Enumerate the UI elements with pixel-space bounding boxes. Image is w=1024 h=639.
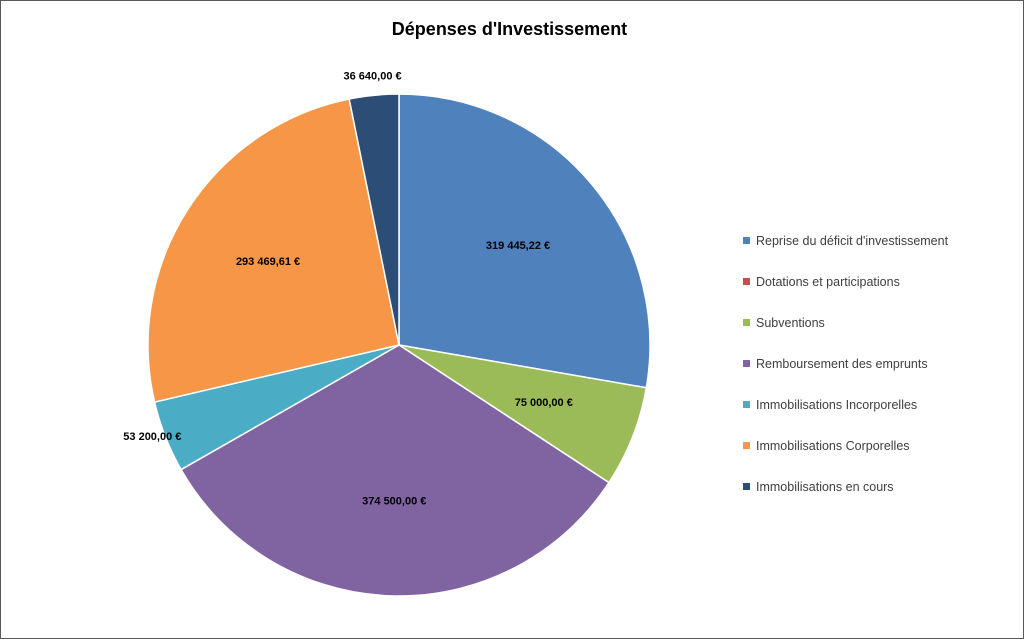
legend-swatch [743,319,750,326]
data-label-remboursement-des-emprunts: 374 500,00 € [362,496,426,508]
chart-title: Dépenses d'Investissement [391,19,628,39]
legend-swatch [743,483,750,490]
legend-item-subventions: Subventions [743,302,1013,343]
data-label-reprise-du-deficit-d-investissement: 319 445,22 € [486,240,550,252]
legend-label: Immobilisations en cours [756,479,894,494]
pie-slice-remboursement-des-emprunts [180,344,610,597]
pie-slice-reprise-du-deficit-d-investissement [398,93,651,389]
data-label-immobilisations-incorporelles: 53 200,00 € [123,431,181,443]
legend-item-dotations-et-participations: Dotations et participations [743,261,1013,302]
pie-slice-immobilisations-corporelles [147,98,400,403]
legend-swatch [743,360,750,367]
legend-item-immobilisations-en-cours: Immobilisations en cours [743,466,1013,507]
legend-label: Dotations et participations [756,274,900,289]
legend-label: Remboursement des emprunts [756,356,928,371]
legend-label: Immobilisations Incorporelles [756,397,918,412]
legend-label: Reprise du déficit d'investissement [756,233,949,248]
legend-item-reprise-du-deficit-d-investissement: Reprise du déficit d'investissement [743,220,1013,261]
data-label-immobilisations-corporelles: 293 469,61 € [236,256,300,268]
data-label-immobilisations-en-cours: 36 640,00 € [344,70,402,82]
legend-item-immobilisations-corporelles: Immobilisations Corporelles [743,425,1013,466]
legend-swatch [743,278,750,285]
legend-item-remboursement-des-emprunts: Remboursement des emprunts [743,343,1013,384]
pie-slice-immobilisations-en-cours [348,93,400,346]
legend-swatch [743,401,750,408]
legend-label: Immobilisations Corporelles [756,438,910,453]
legend-item-immobilisations-incorporelles: Immobilisations Incorporelles [743,384,1013,425]
legend-swatch [743,237,750,244]
chart-legend: Reprise du déficit d'investissement Dotat… [743,220,1013,507]
legend-swatch [743,442,750,449]
data-label-subventions: 75 000,00 € [515,397,573,409]
legend-label: Subventions [756,315,825,330]
